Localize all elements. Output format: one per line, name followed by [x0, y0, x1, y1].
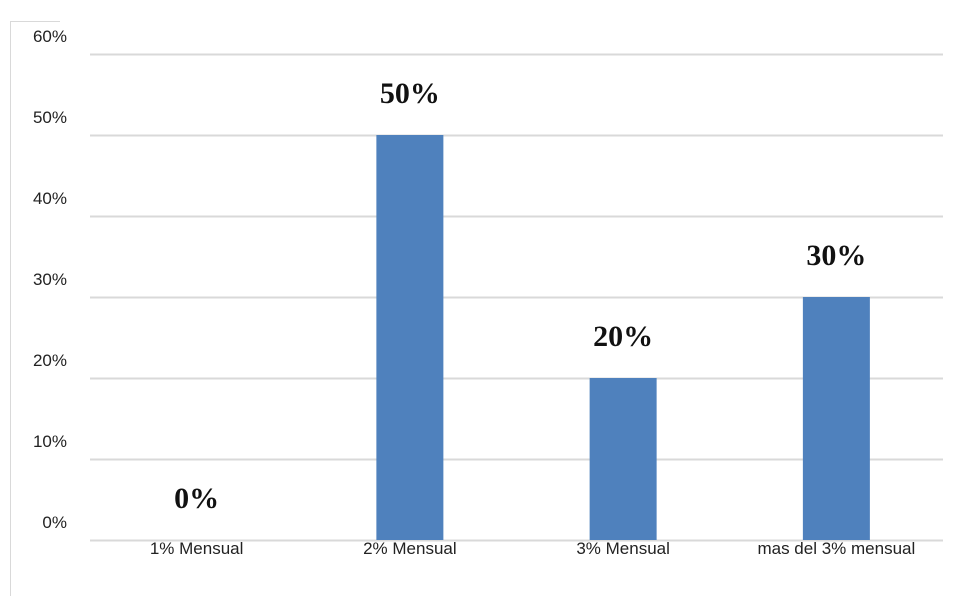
y-tick-label: 30% — [33, 270, 67, 289]
x-category-label: 2% Mensual — [363, 539, 457, 558]
x-category-label: mas del 3% mensual — [757, 539, 915, 558]
bar-3 — [589, 378, 657, 540]
data-label: 20% — [593, 320, 653, 353]
y-tick-label: 40% — [33, 189, 67, 208]
chart-frame-border — [10, 21, 60, 596]
y-tick-label: 10% — [33, 432, 67, 451]
y-tick-label: 50% — [33, 108, 67, 127]
y-tick-label: 0% — [42, 513, 67, 532]
bar-2 — [376, 135, 444, 540]
x-category-label: 3% Mensual — [576, 539, 670, 558]
data-label: 50% — [380, 77, 440, 110]
bar-4 — [802, 297, 870, 540]
y-tick-label: 60% — [33, 27, 67, 46]
y-tick-label: 20% — [33, 351, 67, 370]
data-label: 30% — [806, 239, 866, 272]
x-category-label: 1% Mensual — [150, 539, 244, 558]
data-label: 0% — [174, 482, 219, 515]
